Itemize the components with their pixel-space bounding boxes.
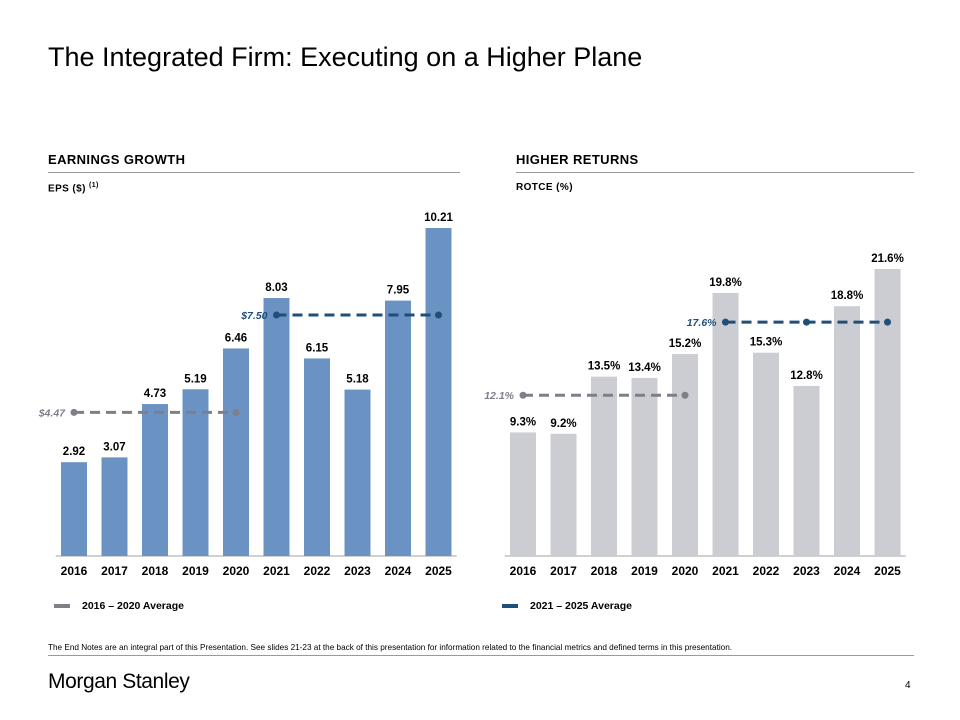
rotce-bar-2023 bbox=[793, 385, 820, 556]
rotce-bar-2019 bbox=[631, 377, 658, 556]
rotce-bar-2021 bbox=[712, 292, 739, 556]
eps-bar-2021 bbox=[263, 298, 290, 556]
eps-tick-label-2016: 2016 bbox=[61, 564, 88, 578]
eps-tick-label-2021: 2021 bbox=[263, 564, 290, 578]
rotce-bar-2017 bbox=[550, 433, 577, 556]
eps-average-start-marker-0 bbox=[70, 408, 78, 416]
rotce-average-start-marker-0 bbox=[519, 391, 527, 399]
eps-bar-2025 bbox=[425, 228, 452, 556]
legend-early-average: 2016 – 2020 Average bbox=[54, 600, 184, 612]
eps-bar-2019 bbox=[182, 389, 209, 556]
higher-returns-heading: HIGHER RETURNS bbox=[516, 152, 639, 167]
right-section-rule bbox=[516, 172, 914, 173]
rotce-tick-label-2024: 2024 bbox=[834, 564, 861, 578]
rotce-average-end-marker-0 bbox=[681, 391, 689, 399]
eps-tick-label-2023: 2023 bbox=[344, 564, 371, 578]
eps-bar-2017 bbox=[101, 457, 128, 556]
rotce-average-label-1: 17.6% bbox=[687, 317, 717, 329]
rotce-value-label-2019: 13.4% bbox=[628, 362, 661, 374]
legend-late-average: 2021 – 2025 Average bbox=[502, 600, 632, 612]
rotce-value-label-2016: 9.3% bbox=[510, 416, 536, 428]
eps-tick-label-2020: 2020 bbox=[223, 564, 250, 578]
legend-late-swatch bbox=[502, 604, 518, 608]
eps-bar-2016 bbox=[61, 462, 87, 556]
eps-bar-2024 bbox=[385, 300, 411, 556]
rotce-value-label-2018: 13.5% bbox=[588, 361, 621, 373]
eps-bar-2018 bbox=[142, 404, 168, 556]
eps-value-label-2022: 6.15 bbox=[306, 342, 329, 354]
eps-tick-label-2022: 2022 bbox=[304, 564, 331, 578]
eps-tick-label-2019: 2019 bbox=[182, 564, 209, 578]
rotce-value-label-2017: 9.2% bbox=[550, 418, 576, 430]
rotce-value-label-2025: 21.6% bbox=[871, 253, 904, 265]
rotce-bar-2018 bbox=[591, 376, 617, 556]
eps-value-label-2019: 5.19 bbox=[184, 373, 206, 385]
rotce-tick-label-2025: 2025 bbox=[874, 564, 901, 578]
rotce-tick-label-2018: 2018 bbox=[591, 564, 618, 578]
eps-value-label-2025: 10.21 bbox=[424, 212, 453, 224]
eps-bar-2022 bbox=[304, 358, 330, 556]
rotce-tick-label-2023: 2023 bbox=[793, 564, 820, 578]
rotce-bar-2020 bbox=[672, 354, 698, 556]
rotce-average-mid-marker-1 bbox=[803, 318, 810, 326]
rotce-average-end-marker-1 bbox=[884, 318, 891, 326]
rotce-bar-2016 bbox=[510, 432, 536, 556]
page-number: 4 bbox=[905, 680, 911, 691]
eps-bar-2020 bbox=[223, 348, 249, 556]
rotce-value-label-2024: 18.8% bbox=[831, 290, 864, 302]
rotce-average-start-marker-1 bbox=[722, 318, 729, 326]
eps-average-label-1: $7.50 bbox=[240, 310, 267, 322]
eps-label-text: EPS ($) bbox=[48, 183, 86, 195]
eps-value-label-2018: 4.73 bbox=[144, 388, 166, 400]
rotce-value-label-2023: 12.8% bbox=[790, 370, 823, 382]
eps-average-start-marker-1 bbox=[273, 311, 280, 319]
left-section-rule bbox=[48, 172, 460, 173]
morgan-stanley-logo: Morgan Stanley bbox=[48, 670, 190, 693]
eps-value-label-2016: 2.92 bbox=[63, 446, 85, 458]
rotce-value-label-2020: 15.2% bbox=[669, 338, 702, 350]
eps-label-footnote: (1) bbox=[89, 182, 99, 189]
eps-value-label-2020: 6.46 bbox=[225, 332, 247, 344]
rotce-tick-label-2021: 2021 bbox=[712, 564, 739, 578]
rotce-tick-label-2022: 2022 bbox=[753, 564, 780, 578]
eps-tick-label-2018: 2018 bbox=[142, 564, 169, 578]
eps-value-label-2017: 3.07 bbox=[103, 441, 125, 453]
page-title: The Integrated Firm: Executing on a High… bbox=[48, 42, 643, 72]
eps-tick-label-2017: 2017 bbox=[101, 564, 128, 578]
legend-late-label: 2021 – 2025 Average bbox=[530, 600, 632, 612]
rotce-value-label-2022: 15.3% bbox=[750, 337, 783, 349]
eps-value-label-2021: 8.03 bbox=[265, 282, 287, 294]
legend-early-swatch bbox=[54, 604, 70, 608]
eps-tick-label-2025: 2025 bbox=[425, 564, 452, 578]
eps-value-label-2024: 7.95 bbox=[387, 285, 410, 297]
rotce-bar-2024 bbox=[834, 306, 860, 556]
rotce-tick-label-2017: 2017 bbox=[550, 564, 577, 578]
eps-axis-label: EPS ($) (1) bbox=[48, 182, 99, 194]
legend-early-label: 2016 – 2020 Average bbox=[82, 600, 184, 612]
rotce-axis-label: ROTCE (%) bbox=[516, 182, 573, 193]
rotce-tick-label-2020: 2020 bbox=[672, 564, 699, 578]
rotce-bar-2022 bbox=[753, 352, 779, 556]
rotce-tick-label-2016: 2016 bbox=[510, 564, 537, 578]
eps-average-end-marker-1 bbox=[435, 311, 442, 319]
rotce-tick-label-2019: 2019 bbox=[631, 564, 658, 578]
eps-average-label-0: $4.47 bbox=[38, 407, 66, 419]
eps-bar-2023 bbox=[344, 389, 371, 556]
rotce-bar-2025 bbox=[874, 269, 901, 556]
earnings-growth-heading: EARNINGS GROWTH bbox=[48, 152, 186, 167]
footer-rule bbox=[48, 655, 914, 656]
footnote: The End Notes are an integral part of th… bbox=[48, 643, 733, 652]
rotce-average-label-0: 12.1% bbox=[484, 390, 514, 402]
eps-value-label-2023: 5.18 bbox=[346, 374, 369, 386]
rotce-value-label-2021: 19.8% bbox=[709, 277, 742, 289]
eps-average-end-marker-0 bbox=[232, 408, 240, 416]
eps-tick-label-2024: 2024 bbox=[385, 564, 412, 578]
